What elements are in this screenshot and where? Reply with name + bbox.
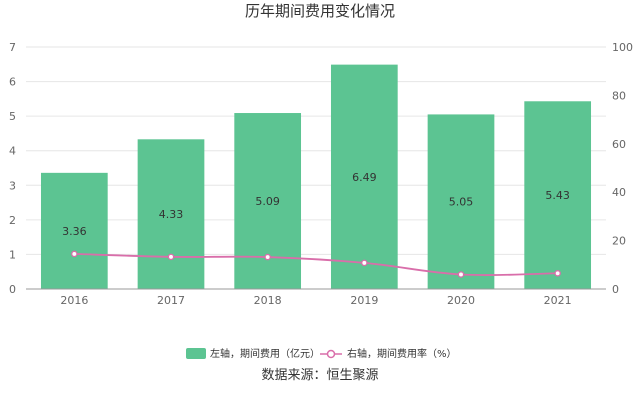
bar-value-label: 6.49 bbox=[352, 171, 377, 184]
bars: 3.36 4.33 5.09 6.49 5.05 5.43 bbox=[40, 64, 592, 290]
rate-point bbox=[361, 259, 368, 267]
bar bbox=[524, 101, 592, 289]
x-axis-tick-label: 2016 bbox=[60, 294, 88, 307]
right-axis-tick-label: 80 bbox=[612, 89, 626, 102]
bar-value-label: 3.36 bbox=[62, 225, 87, 238]
right-axis-tick-label: 20 bbox=[612, 235, 626, 248]
bar bbox=[40, 172, 108, 289]
left-axis-tick-label: 1 bbox=[9, 248, 16, 261]
rate-point bbox=[264, 253, 271, 261]
rate-line-path bbox=[74, 253, 558, 276]
rate-point bbox=[457, 271, 465, 278]
axes: 0 1 2 3 4 5 6 7 0 20 40 60 80 100 2016 2017 2018 2019 2020… bbox=[9, 41, 633, 307]
legend-line-label: 右轴，期间费用率（%） bbox=[347, 347, 457, 360]
bar-value-label: 4.33 bbox=[159, 208, 184, 221]
chart-title: 历年期间费用变化情况 bbox=[245, 2, 395, 20]
left-axis-tick-label: 0 bbox=[9, 283, 16, 296]
left-axis-tick-label: 2 bbox=[9, 214, 16, 227]
x-axis-tick-label: 2021 bbox=[544, 294, 572, 307]
legend: 左轴，期间费用（亿元） 右轴，期间费用率（%） bbox=[186, 347, 457, 360]
right-axis-tick-label: 0 bbox=[612, 283, 619, 296]
left-axis-tick-label: 6 bbox=[9, 76, 16, 89]
rate-line bbox=[71, 250, 561, 278]
right-axis-tick-label: 100 bbox=[612, 41, 633, 54]
grid-lines bbox=[26, 46, 606, 255]
left-axis-tick-label: 5 bbox=[9, 110, 16, 123]
left-axis-tick-label: 7 bbox=[9, 41, 16, 54]
right-axis-tick-label: 40 bbox=[612, 186, 626, 199]
bar-value-label: 5.05 bbox=[449, 196, 474, 209]
left-axis-tick-label: 3 bbox=[9, 179, 16, 192]
rate-point bbox=[167, 253, 175, 261]
left-axis-tick-label: 4 bbox=[9, 145, 16, 158]
bar-value-label: 5.43 bbox=[545, 189, 570, 202]
source-note: 数据来源：恒生聚源 bbox=[261, 368, 378, 383]
legend-bar-swatch bbox=[186, 348, 206, 359]
bar bbox=[427, 114, 495, 290]
x-axis-tick-label: 2019 bbox=[350, 294, 378, 307]
x-axis-tick-label: 2017 bbox=[157, 294, 185, 307]
rate-point bbox=[71, 250, 78, 258]
bar bbox=[330, 64, 398, 289]
rate-point bbox=[554, 270, 561, 277]
bar bbox=[137, 139, 205, 289]
legend-bar-label: 左轴，期间费用（亿元） bbox=[210, 347, 320, 360]
bar-value-label: 5.09 bbox=[255, 195, 280, 208]
legend-line-marker bbox=[326, 349, 336, 359]
x-axis-tick-label: 2018 bbox=[254, 294, 282, 307]
right-axis-tick-label: 60 bbox=[612, 138, 626, 151]
x-axis-tick-label: 2020 bbox=[447, 294, 475, 307]
